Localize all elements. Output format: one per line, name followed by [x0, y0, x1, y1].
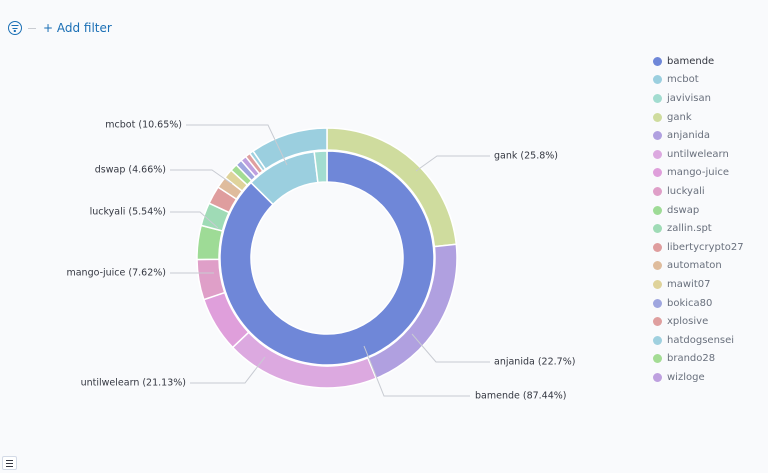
legend-label: wizloge — [667, 371, 705, 383]
label-leader-line — [170, 211, 219, 229]
legend-label: untilwelearn — [667, 148, 729, 160]
legend-label: mcbot — [667, 74, 699, 86]
legend-toggle-icon[interactable] — [2, 456, 17, 470]
slice-label: untilwelearn (21.13%) — [81, 378, 186, 389]
legend-color-swatch — [653, 261, 662, 271]
legend-label: bokica80 — [667, 297, 713, 309]
slice-label: luckyali (5.54%) — [90, 207, 166, 218]
legend-label: javivisan — [667, 92, 711, 104]
legend-label: xplosive — [667, 316, 709, 328]
legend-label: luckyali — [667, 185, 705, 197]
legend-color-swatch — [653, 93, 662, 103]
legend-color-swatch — [653, 112, 662, 122]
label-leader-line — [170, 169, 233, 185]
legend-color-swatch — [653, 131, 662, 141]
legend-item-mango-juice[interactable]: mango-juice — [653, 164, 744, 183]
legend-label: libertycrypto27 — [667, 241, 744, 253]
legend-label: mawit07 — [667, 278, 711, 290]
label-leader-line — [415, 155, 490, 172]
legend-label: automaton — [667, 260, 722, 272]
legend-color-swatch — [653, 354, 662, 364]
label-leader-line — [186, 124, 288, 166]
legend-item-wizloge[interactable]: wizloge — [653, 368, 744, 387]
filter-icon[interactable] — [8, 21, 22, 35]
filter-separator — [28, 27, 36, 29]
legend-item-mawit07[interactable]: mawit07 — [653, 275, 744, 294]
legend-item-bokica80[interactable]: bokica80 — [653, 294, 744, 313]
legend-item-untilwelearn[interactable]: untilwelearn — [653, 145, 744, 164]
legend-color-swatch — [653, 317, 662, 327]
legend-color-swatch — [653, 224, 662, 234]
legend-color-swatch — [653, 205, 662, 215]
legend-color-swatch — [653, 279, 662, 289]
legend-item-brando28[interactable]: brando28 — [653, 350, 744, 369]
slice-label: gank (25.8%) — [494, 151, 558, 162]
legend-color-swatch — [653, 75, 662, 85]
slice-label: bamende (87.44%) — [475, 391, 567, 402]
legend-item-javivisan[interactable]: javivisan — [653, 89, 744, 108]
inner-slice-bamende[interactable] — [219, 150, 435, 366]
donut-chart: gank (25.8%) anjanida (22.7%) bamende (87.… — [66, 120, 575, 402]
legend-color-swatch — [653, 149, 662, 159]
label-leader-line — [363, 345, 470, 397]
inner-slice-javivisan[interactable] — [313, 150, 328, 184]
legend-color-swatch — [653, 335, 662, 345]
legend-item-luckyali[interactable]: luckyali — [653, 182, 744, 201]
legend-label: dswap — [667, 204, 700, 216]
add-filter-button[interactable]: + Add filter — [43, 21, 112, 35]
legend-item-libertycrypto27[interactable]: libertycrypto27 — [653, 238, 744, 257]
legend-item-xplosive[interactable]: xplosive — [653, 312, 744, 331]
legend-item-zallin-spt[interactable]: zallin.spt — [653, 219, 744, 238]
legend-item-hatdogsensei[interactable]: hatdogsensei — [653, 331, 744, 350]
legend-label: mango-juice — [667, 167, 730, 179]
slice-label: dswap (4.66%) — [95, 165, 166, 176]
legend-label: bamende — [667, 55, 715, 67]
legend-item-bamende[interactable]: bamende — [653, 52, 744, 71]
legend-label: zallin.spt — [667, 223, 712, 235]
slice-label: mango-juice (7.62%) — [66, 268, 166, 279]
filter-bar: + Add filter — [8, 18, 112, 38]
legend-item-mcbot[interactable]: mcbot — [653, 71, 744, 90]
legend-color-swatch — [653, 242, 662, 252]
legend-label: anjanida — [667, 130, 710, 142]
legend-color-swatch — [653, 168, 662, 178]
legend-color-swatch — [653, 298, 662, 308]
legend-item-automaton[interactable]: automaton — [653, 257, 744, 276]
legend-item-gank[interactable]: gank — [653, 108, 744, 127]
slice-label: anjanida (22.7%) — [494, 357, 575, 368]
legend-color-swatch — [653, 372, 662, 382]
chart-legend: bamende mcbot javivisan gank anjanida untilwe… — [653, 52, 744, 387]
label-leader-line — [190, 356, 266, 384]
legend-item-dswap[interactable]: dswap — [653, 201, 744, 220]
legend-label: brando28 — [667, 353, 716, 365]
legend-item-anjanida[interactable]: anjanida — [653, 126, 744, 145]
legend-label: hatdogsensei — [667, 334, 735, 346]
legend-color-swatch — [653, 186, 662, 196]
legend-label: gank — [667, 111, 692, 123]
legend-color-swatch — [653, 56, 662, 66]
slice-label: mcbot (10.65%) — [105, 120, 182, 131]
label-leader-line — [411, 333, 490, 363]
